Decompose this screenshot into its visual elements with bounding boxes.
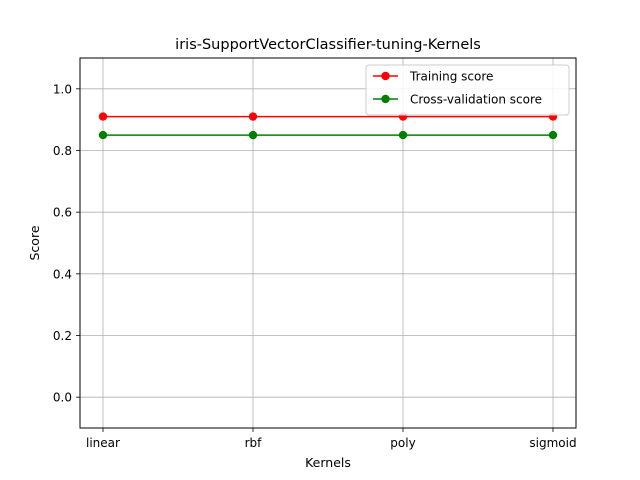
y-tick-label: 0.6 xyxy=(53,206,72,220)
series-cross-validation-score xyxy=(98,130,558,140)
y-tick-label: 0.2 xyxy=(53,329,72,343)
data-point xyxy=(398,130,408,140)
plot-frame xyxy=(79,57,577,429)
x-tick-label: rbf xyxy=(245,436,263,450)
legend-marker xyxy=(381,71,390,81)
x-tick-label: poly xyxy=(390,436,415,450)
y-tick-label: 0.0 xyxy=(53,391,72,405)
y-tick-label: 1.0 xyxy=(53,82,72,96)
x-tick-label: sigmoid xyxy=(529,436,576,450)
legend: Training score Cross-validation score xyxy=(365,64,570,116)
data-point xyxy=(248,130,258,140)
y-tick-label: 0.8 xyxy=(53,144,72,158)
chart-title: iris-SupportVectorClassifier-tuning-Kern… xyxy=(175,37,481,53)
legend-label: Cross-validation score xyxy=(410,93,542,107)
x-axis-label: Kernels xyxy=(305,455,351,470)
data-point xyxy=(548,130,558,140)
data-point xyxy=(98,112,108,121)
ticks: linear rbf poly sigmoid 0.0 0.2 0.4 0.6 0.8 1.0 xyxy=(53,82,577,450)
legend-marker xyxy=(381,94,390,104)
data-point xyxy=(248,112,258,121)
legend-label: Training score xyxy=(409,70,493,84)
legend-box xyxy=(365,64,570,116)
series-layer xyxy=(98,112,558,140)
y-tick-label: 0.4 xyxy=(53,267,72,281)
y-axis-label: Score xyxy=(27,225,42,260)
x-tick-label: linear xyxy=(86,436,120,450)
data-point xyxy=(98,130,108,140)
